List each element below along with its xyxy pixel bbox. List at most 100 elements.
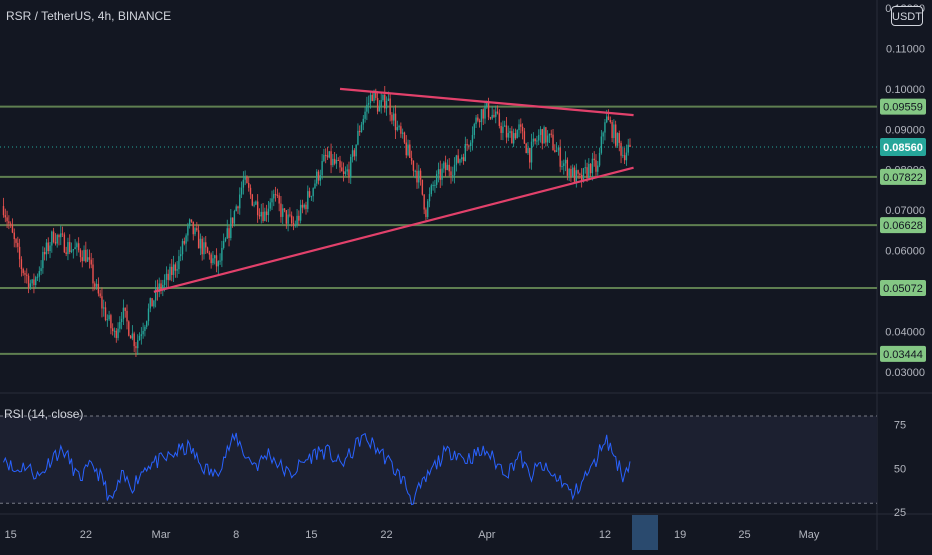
candle-body [221,247,223,261]
candle-body [54,242,57,244]
candle-body [607,116,610,121]
candle-body [262,211,264,222]
candle-body [486,101,488,107]
currency-selector-button[interactable]: USDT [891,6,923,26]
candle-body [427,201,429,218]
candle-body [156,287,159,293]
candle-body [398,126,400,128]
descending-trendline[interactable] [339,87,634,117]
candle-body [602,132,604,137]
candle-body [76,243,78,248]
candle-body [405,142,407,156]
candle-body [461,157,463,160]
candle-body [138,335,141,341]
candle-body [502,126,504,133]
candle-body [323,154,325,162]
candle-body [140,334,143,336]
candle-body [201,238,203,255]
candle-body [292,223,295,226]
candle-body [17,242,19,247]
candle-body [448,164,450,172]
candle-body [58,234,60,238]
candle-body [367,102,370,105]
current-price-label-bg [880,138,926,157]
candle-body [316,171,318,184]
candle-body [99,293,101,297]
candle-body [473,124,475,135]
candle-body [373,90,375,102]
time-tick-label: 15 [5,529,17,541]
candle-body [514,133,517,139]
candle-body [530,141,533,163]
candle-body [290,215,293,224]
candle-body [378,106,381,112]
candle-body [49,245,51,252]
candle-body [353,150,356,157]
candle-body [63,234,66,253]
price-tick-label: 0.11000 [886,43,925,55]
rsi-line [3,432,631,506]
candle-body [450,171,452,176]
candle-body [305,204,307,209]
candle-body [294,225,296,227]
candle-body [72,249,75,251]
candle-body [504,125,506,127]
candle-body [401,132,404,134]
candle-body [233,211,236,224]
candle-body [328,151,330,158]
candle-body [11,224,14,233]
candle-body [4,215,6,218]
candle-body [258,215,261,217]
candle-body [459,159,461,163]
candle-body [194,228,196,235]
candle-body [357,130,359,145]
candle-body [348,169,350,178]
candle-body [382,94,384,101]
candle-body [391,114,393,121]
candle-body [192,221,194,235]
candle-body [103,307,105,309]
candle-body [29,283,32,289]
candle-body [222,241,225,248]
candle-body [231,217,234,224]
candle-body [274,194,277,196]
candle-body [478,120,481,123]
candle-body [6,217,8,222]
candle-body [43,252,46,255]
candle-body [577,170,579,174]
candle-body [435,174,438,185]
candle-body [580,175,583,182]
candle-body [582,168,585,182]
candle-body [475,117,477,125]
ascending-trendline[interactable] [153,166,634,293]
candle-body [83,249,85,262]
candle-body [627,144,629,153]
candle-body [523,131,526,144]
candle-body [124,307,126,311]
candle-body [128,321,130,336]
candle-body [548,133,551,136]
candle-body [355,144,357,157]
candle-body [242,179,245,188]
candle-body [180,254,182,257]
candle-body [287,214,289,224]
candle-body [620,142,622,156]
candle-body [446,164,449,171]
candle-body [584,167,586,169]
candle-body [437,169,440,175]
rsi-indicator-label[interactable]: RSI (14, close) [4,407,84,421]
level-price-label-bg [880,168,926,185]
candle-body [253,204,255,206]
candle-body [493,114,495,117]
candle-body [360,124,363,133]
candle-body [464,143,467,162]
candle-body [622,155,624,157]
candle-body [418,170,420,183]
candle-body [158,283,160,293]
candle-body [151,298,153,307]
candle-body [312,188,314,197]
candle-body [487,101,490,118]
candle-body [267,208,270,216]
